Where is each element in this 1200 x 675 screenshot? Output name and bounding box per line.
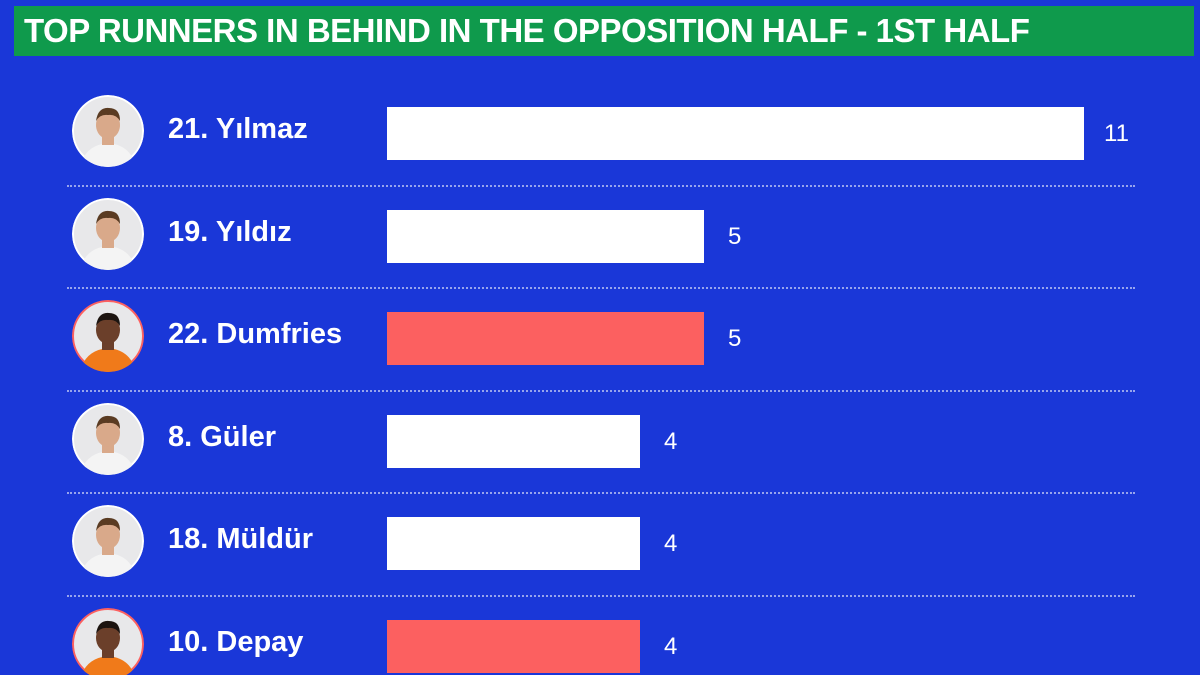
bar [387, 312, 704, 366]
player-avatar [72, 95, 144, 167]
category-label: 18. Müldür [168, 523, 314, 556]
bar [387, 107, 1084, 160]
player-avatar [72, 197, 144, 270]
row-divider [67, 492, 1135, 494]
data-label: 11 [1104, 120, 1129, 147]
bar [387, 517, 640, 571]
bar-row: 22. Dumfries 5 [0, 287, 1200, 389]
row-divider [67, 185, 1135, 187]
bar-row: 8. Güler 4 [0, 390, 1200, 492]
player-avatar [72, 608, 144, 675]
row-divider [67, 287, 1135, 289]
title-banner: TOP RUNNERS IN BEHIND IN THE OPPOSITION … [14, 6, 1194, 56]
player-avatar [72, 402, 144, 475]
data-label: 4 [664, 427, 678, 455]
bar-row: 21. Yılmaz 11 [0, 82, 1200, 184]
data-label: 4 [664, 633, 678, 660]
category-label: 22. Dumfries [168, 318, 343, 351]
category-label: 19. Yıldız [168, 215, 292, 248]
bar-row: 19. Yıldız 5 [0, 185, 1200, 287]
bar [387, 620, 640, 673]
chart-title: TOP RUNNERS IN BEHIND IN THE OPPOSITION … [24, 12, 1030, 49]
row-divider [67, 595, 1135, 597]
player-avatar [72, 300, 144, 373]
data-label: 5 [728, 325, 742, 353]
row-divider [67, 390, 1135, 392]
bar-row: 10. Depay 4 [0, 595, 1200, 675]
bar [387, 414, 640, 468]
player-avatar [72, 505, 144, 578]
bar-row: 18. Müldür 4 [0, 492, 1200, 594]
category-label: 10. Depay [168, 626, 304, 658]
bar [387, 209, 704, 263]
category-label: 21. Yılmaz [168, 113, 308, 145]
category-label: 8. Güler [168, 420, 276, 453]
data-label: 5 [728, 222, 742, 250]
data-label: 4 [664, 530, 678, 558]
